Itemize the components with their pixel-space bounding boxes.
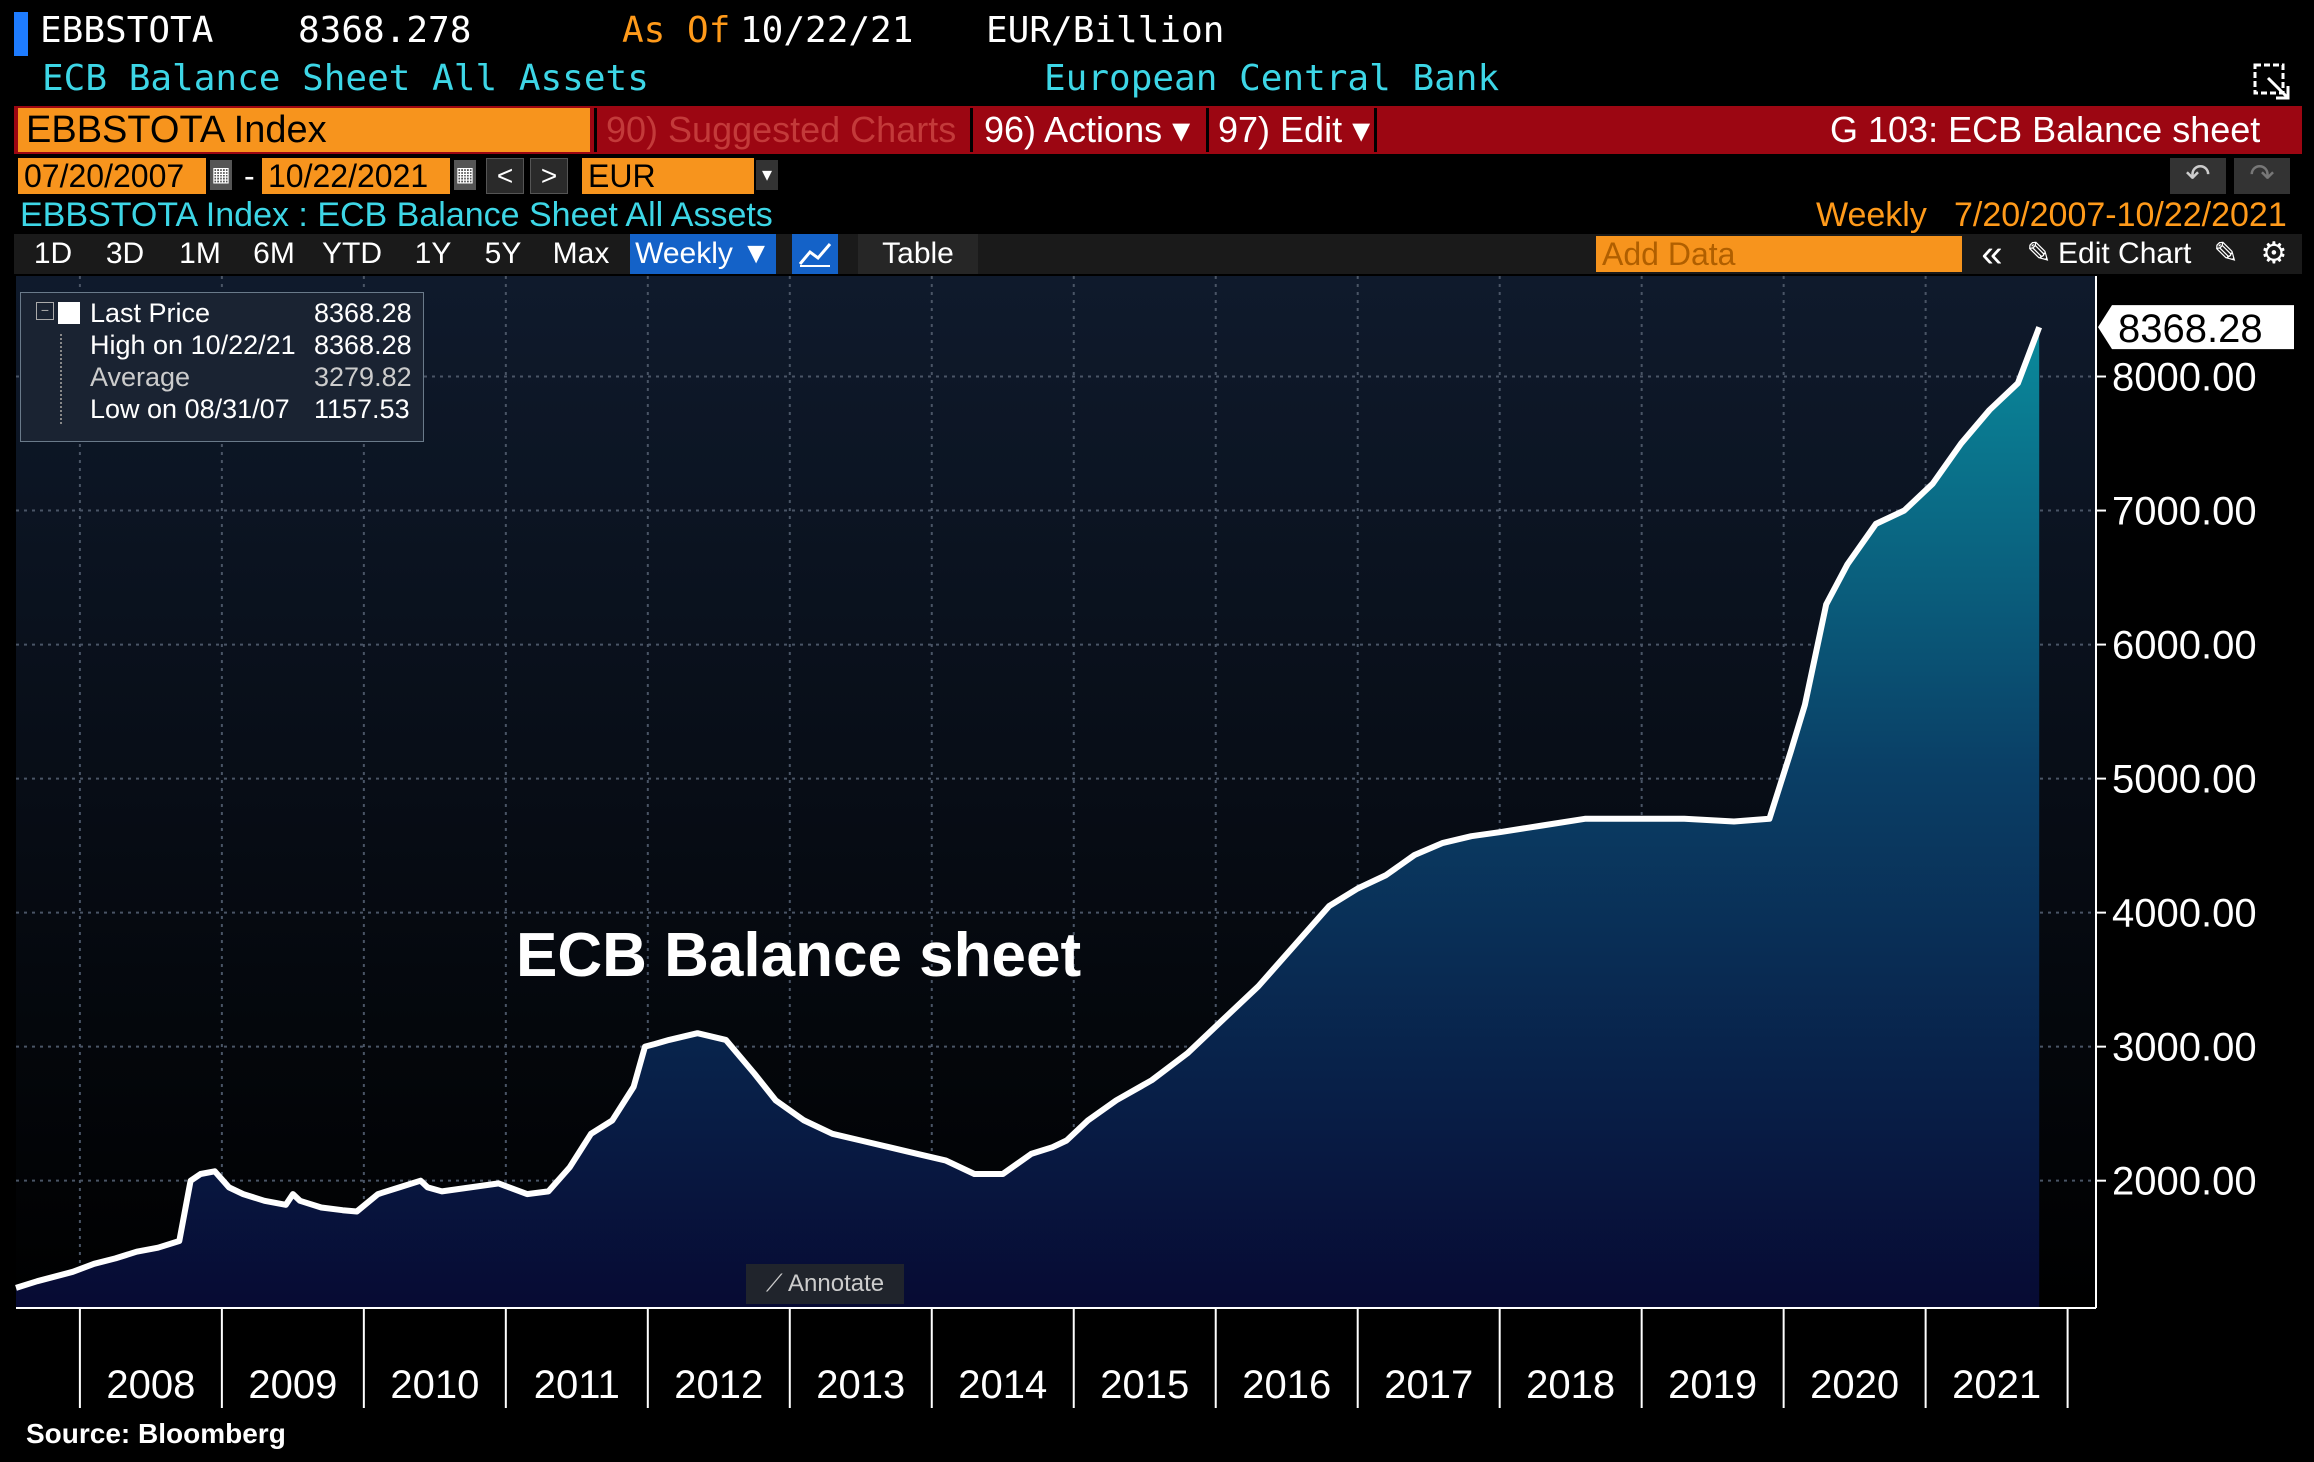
annotate-button[interactable]: ⟋ Annotate bbox=[746, 1264, 904, 1304]
table-button[interactable]: Table bbox=[858, 234, 978, 274]
end-date-field[interactable]: 10/22/2021 bbox=[262, 158, 450, 194]
chart-title: ECB Balance sheet bbox=[516, 921, 1082, 990]
graph-name: G 103: ECB Balance sheet bbox=[1830, 109, 2261, 150]
source-name: European Central Bank bbox=[1044, 58, 1500, 99]
period-1d[interactable]: 1D bbox=[33, 237, 73, 270]
edit-chart-button[interactable]: Edit Chart bbox=[2058, 237, 2192, 270]
x-tick-label: 2010 bbox=[390, 1363, 479, 1407]
last-value-marker: 8368.28 bbox=[2098, 305, 2294, 351]
legend-swatch bbox=[58, 302, 80, 324]
y-tick-label: 7000.00 bbox=[2112, 490, 2257, 534]
source-note: Source: Bloomberg bbox=[26, 1418, 286, 1449]
popout-icon[interactable] bbox=[2252, 62, 2292, 102]
x-axis-ticks: 2008 2009 2010 2011 2012 2013 2014 2015 2016 2017… bbox=[78, 1308, 2069, 1408]
x-tick-label: 2019 bbox=[1668, 1363, 1757, 1407]
units: EUR/Billion bbox=[986, 10, 1225, 51]
y-axis-ticks: 2000.00 3000.00 4000.00 5000.00 6000.00 7000.… bbox=[2096, 356, 2257, 1204]
period-1m[interactable]: 1M bbox=[179, 237, 221, 270]
prev-period-button[interactable]: < bbox=[486, 158, 524, 194]
x-tick-label: 2013 bbox=[816, 1363, 905, 1407]
legend-low-value: 1157.53 bbox=[314, 394, 410, 424]
legend-high-value: 8368.28 bbox=[314, 330, 412, 360]
edit-icon[interactable]: ✎ bbox=[2213, 237, 2239, 270]
start-date-field[interactable]: 07/20/2007 bbox=[18, 158, 206, 194]
area-fill bbox=[16, 327, 2040, 1308]
x-tick-label: 2018 bbox=[1526, 1363, 1615, 1407]
calendar-icon[interactable]: ▦ bbox=[454, 160, 476, 190]
legend-last-label: Last Price bbox=[90, 298, 211, 328]
legend-high-label: High on 10/22/21 bbox=[90, 330, 296, 360]
suggested-charts-menu[interactable]: 90) Suggested Charts bbox=[606, 109, 957, 150]
divider bbox=[594, 108, 597, 152]
security-input[interactable]: EBBSTOTA Index bbox=[18, 108, 590, 152]
date-dash: - bbox=[244, 158, 255, 194]
edit-menu[interactable]: 97) Edit ▾ bbox=[1218, 109, 1371, 150]
divider bbox=[1374, 108, 1377, 152]
chevron-down-icon[interactable]: ▾ bbox=[756, 160, 778, 190]
legend-box bbox=[20, 292, 424, 442]
calendar-icon[interactable]: ▦ bbox=[210, 160, 232, 190]
x-tick-label: 2012 bbox=[674, 1363, 763, 1407]
x-tick-label: 2016 bbox=[1242, 1363, 1331, 1407]
chart-type-icon[interactable] bbox=[792, 234, 838, 274]
divider bbox=[1206, 108, 1209, 152]
frequency-dropdown[interactable]: Weekly ▼ bbox=[630, 234, 776, 274]
collapse-button[interactable]: « bbox=[1981, 233, 2003, 275]
x-tick-label: 2008 bbox=[106, 1363, 195, 1407]
x-tick-label: 2009 bbox=[248, 1363, 337, 1407]
as-of-date: 10/22/21 bbox=[740, 10, 914, 51]
redo-icon[interactable]: ↷ bbox=[2234, 158, 2290, 194]
last-value: 8368.278 bbox=[298, 10, 472, 51]
legend-tree-lines bbox=[60, 334, 66, 424]
actions-menu[interactable]: 96) Actions ▾ bbox=[984, 109, 1191, 150]
description: ECB Balance Sheet All Assets bbox=[42, 58, 649, 99]
collapse-legend-icon[interactable]: − bbox=[36, 302, 54, 320]
legend-avg-value: 3279.82 bbox=[314, 362, 412, 392]
x-tick-label: 2011 bbox=[534, 1363, 620, 1407]
period-3d[interactable]: 3D bbox=[105, 237, 145, 270]
period-ytd[interactable]: YTD bbox=[322, 237, 382, 270]
x-tick-label: 2017 bbox=[1384, 1363, 1473, 1407]
period-6m[interactable]: 6M bbox=[253, 237, 295, 270]
currency-select[interactable]: EUR bbox=[582, 158, 754, 194]
as-of-label: As Of bbox=[622, 10, 731, 51]
undo-icon[interactable]: ↶ bbox=[2170, 158, 2226, 194]
period-5y[interactable]: 5Y bbox=[484, 237, 522, 270]
next-period-button[interactable]: > bbox=[530, 158, 568, 194]
x-tick-label: 2021 bbox=[1952, 1363, 2041, 1407]
legend-avg-label: Average bbox=[90, 362, 191, 392]
legend-low-label: Low on 08/31/07 bbox=[90, 394, 290, 424]
series-line bbox=[15, 326, 2043, 1291]
last-value-tag bbox=[2098, 305, 2294, 350]
pencil-icon: ✎ bbox=[2026, 237, 2052, 270]
gear-icon[interactable]: ⚙ bbox=[2260, 237, 2288, 270]
y-tick-label: 4000.00 bbox=[2112, 892, 2257, 936]
chart-canvas[interactable]: 2000.00 3000.00 4000.00 5000.00 6000.00 7000.… bbox=[0, 276, 2314, 1412]
period-1y[interactable]: 1Y bbox=[414, 237, 452, 270]
x-tick-label: 2015 bbox=[1100, 1363, 1189, 1407]
pencil-icon: ⟋ bbox=[765, 1270, 789, 1297]
y-tick-label: 2000.00 bbox=[2112, 1160, 2257, 1204]
ticker: EBBSTOTA bbox=[40, 10, 214, 51]
last-value-label: 8368.28 bbox=[2118, 307, 2263, 351]
x-tick-label: 2014 bbox=[958, 1363, 1047, 1407]
period-max[interactable]: Max bbox=[552, 237, 610, 270]
add-data-input[interactable]: Add Data bbox=[1596, 236, 1962, 272]
y-tick-label: 8000.00 bbox=[2112, 356, 2257, 400]
annotate-label: Annotate bbox=[788, 1270, 885, 1297]
chart-subtitle: EBBSTOTA Index : ECB Balance Sheet All A… bbox=[20, 196, 773, 234]
divider bbox=[970, 108, 973, 152]
legend-last-value: 8368.28 bbox=[314, 298, 412, 328]
frequency-label: Weekly bbox=[1816, 196, 1927, 234]
security-marker bbox=[14, 12, 28, 56]
y-tick-label: 5000.00 bbox=[2112, 758, 2257, 802]
y-tick-label: 3000.00 bbox=[2112, 1026, 2257, 1070]
x-tick-label: 2020 bbox=[1810, 1363, 1899, 1407]
date-range-label: 7/20/2007-10/22/2021 bbox=[1954, 196, 2287, 234]
y-tick-label: 6000.00 bbox=[2112, 624, 2257, 668]
